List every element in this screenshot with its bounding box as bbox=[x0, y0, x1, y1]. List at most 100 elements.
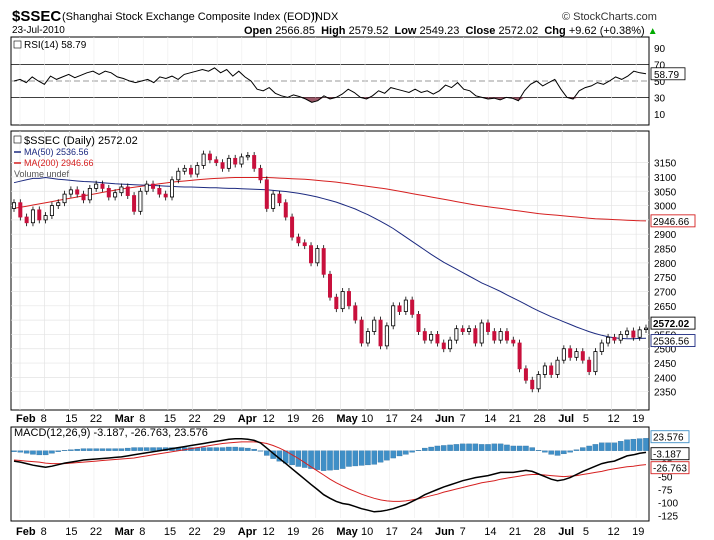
price-x-tick: 22 bbox=[90, 413, 102, 425]
candle-body bbox=[561, 348, 566, 361]
macd-x-tick: 24 bbox=[410, 526, 422, 538]
macd-histogram-bar bbox=[485, 444, 491, 451]
ohlc-bar: Open 2566.85 High 2579.52 Low 2549.23 Cl… bbox=[244, 25, 658, 37]
price-tick-label: 2650 bbox=[654, 302, 677, 313]
candle-body bbox=[151, 183, 156, 189]
macd-x-tick: 12 bbox=[607, 526, 619, 538]
macd-histogram-bar bbox=[118, 448, 125, 451]
candle-body bbox=[429, 334, 434, 341]
candle-body bbox=[144, 183, 149, 192]
price-x-tick: 22 bbox=[189, 413, 201, 425]
high-value: 2579.52 bbox=[348, 25, 389, 37]
candle-body bbox=[397, 305, 402, 312]
candle-body bbox=[523, 368, 528, 381]
macd-histogram-bar bbox=[36, 450, 43, 456]
low-value: 2549.23 bbox=[419, 25, 460, 37]
candle-body bbox=[169, 179, 174, 198]
price-tick-label: 3000 bbox=[654, 202, 677, 213]
price-x-tick: 17 bbox=[386, 413, 398, 425]
price-tick-label: 2800 bbox=[654, 259, 677, 270]
macd-histogram-bar bbox=[17, 450, 24, 453]
rsi-last-label: 58.79 bbox=[654, 70, 679, 81]
macd-histogram-bar bbox=[251, 448, 257, 451]
macd-histogram-bar bbox=[106, 448, 112, 451]
candle-body bbox=[327, 273, 332, 298]
price-tick-label: 3100 bbox=[654, 173, 677, 184]
candle-body bbox=[315, 248, 320, 264]
price-x-tick: Feb bbox=[16, 413, 36, 425]
price-tick-label: 2900 bbox=[654, 230, 677, 241]
candle-body bbox=[384, 325, 389, 347]
macd-histogram-bar bbox=[23, 450, 30, 454]
candle-body bbox=[448, 339, 453, 350]
price-x-tick: 14 bbox=[484, 413, 496, 425]
macd-histogram-bar bbox=[112, 448, 118, 451]
price-x-tick: 5 bbox=[583, 413, 589, 425]
candle-body bbox=[580, 351, 585, 361]
macd-histogram-bar bbox=[365, 450, 371, 466]
ma50-last-label: 2536.56 bbox=[653, 337, 690, 348]
macd-histogram-bar bbox=[238, 447, 245, 451]
rsi-tick-label: 10 bbox=[654, 110, 666, 121]
candle-body bbox=[511, 339, 516, 344]
candle-body bbox=[479, 322, 484, 344]
index-name: (Shanghai Stock Exchange Composite Index… bbox=[62, 11, 319, 23]
candle-body bbox=[631, 330, 636, 338]
candle-body bbox=[359, 319, 364, 344]
candle-body bbox=[574, 351, 579, 358]
macd-signal-last-label: -26.763 bbox=[653, 464, 687, 475]
candle-body bbox=[416, 313, 421, 332]
candle-body bbox=[62, 193, 67, 204]
candle-body bbox=[56, 202, 61, 206]
candle-body bbox=[549, 365, 554, 375]
candle-body bbox=[132, 195, 137, 212]
close-last-label: 2572.02 bbox=[653, 319, 690, 330]
price-x-tick: 19 bbox=[632, 413, 644, 425]
macd-histogram-bar bbox=[30, 450, 36, 455]
candle-body bbox=[18, 202, 23, 218]
macd-x-tick: 10 bbox=[361, 526, 373, 538]
macd-histogram-bar bbox=[624, 439, 630, 451]
price-tick-label: 2450 bbox=[654, 359, 677, 370]
candle-body bbox=[214, 159, 219, 164]
macd-signal-last-label-box bbox=[650, 461, 690, 475]
macd-histogram-bar bbox=[478, 444, 485, 451]
macd-histogram-bar bbox=[472, 443, 479, 451]
macd-x-tick: 29 bbox=[213, 526, 225, 538]
ma200-last-label-box bbox=[650, 214, 696, 228]
candle-body bbox=[37, 209, 42, 221]
candle-body bbox=[75, 189, 80, 195]
candle-body bbox=[612, 336, 617, 341]
price-legend-icon bbox=[13, 135, 22, 144]
price-x-tick: 12 bbox=[262, 413, 274, 425]
candle-body bbox=[283, 202, 288, 218]
macd-histogram-bar bbox=[611, 442, 618, 451]
chg-label: Chg bbox=[544, 25, 566, 37]
macd-histogram-bar bbox=[352, 450, 359, 467]
macd-x-tick: 8 bbox=[41, 526, 47, 538]
macd-histogram-bar bbox=[87, 448, 93, 451]
candle-body bbox=[309, 245, 314, 264]
candle-body bbox=[100, 183, 105, 189]
candle-body bbox=[277, 193, 282, 204]
candle-body bbox=[290, 216, 295, 238]
rsi-legend: RSI(14) 58.79 bbox=[24, 40, 87, 51]
macd-histogram-bar bbox=[390, 450, 396, 459]
price-tick-label: 2750 bbox=[654, 273, 677, 284]
macd-histogram-bar bbox=[409, 450, 415, 453]
macd-histogram-bar bbox=[535, 450, 542, 451]
macd-histogram-bar bbox=[466, 443, 472, 451]
macd-histogram-bar bbox=[491, 443, 498, 451]
macd-x-tick: 15 bbox=[65, 526, 77, 538]
candle-body bbox=[11, 202, 16, 209]
price-x-tick: 8 bbox=[41, 413, 47, 425]
macd-tick-label: -50 bbox=[658, 473, 673, 484]
candle-body bbox=[188, 167, 193, 175]
candle-body bbox=[321, 248, 326, 275]
macd-histogram-bar bbox=[232, 446, 238, 451]
price-tick-label: 3050 bbox=[654, 187, 677, 198]
price-x-tick: Jun bbox=[435, 413, 455, 425]
macd-x-tick: 22 bbox=[90, 526, 102, 538]
price-tick-label: 2850 bbox=[654, 245, 677, 256]
